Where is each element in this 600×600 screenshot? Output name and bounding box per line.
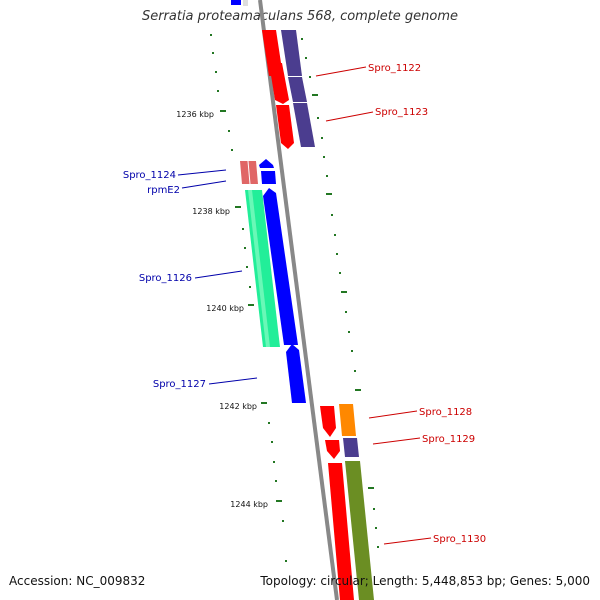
- gene-rpme2[interactable]: [259, 159, 276, 184]
- gene-label-spro-1126[interactable]: Spro_1126: [139, 273, 192, 284]
- leader-line: [181, 180, 227, 189]
- kbp-label: 1236 kbp: [176, 110, 214, 119]
- gene-blue-long[interactable]: [263, 188, 298, 345]
- leader-line: [194, 270, 243, 279]
- leader-line: [177, 169, 227, 176]
- leader-line: [208, 377, 258, 385]
- ruler-right: [301, 38, 379, 548]
- gene-label-spro-1129[interactable]: Spro_1129: [422, 434, 475, 445]
- gene-label-spro-1128[interactable]: Spro_1128: [419, 407, 472, 418]
- gene-label-rpme2[interactable]: rpmE2: [147, 185, 180, 196]
- genome-backbone: [258, 0, 339, 600]
- gene-spro-1127[interactable]: [286, 344, 306, 403]
- gene-block[interactable]: [243, 0, 248, 6]
- gene-block[interactable]: [231, 0, 241, 5]
- gene-spro-1122b[interactable]: [269, 63, 289, 104]
- gene-label-spro-1127[interactable]: Spro_1127: [153, 379, 206, 390]
- accession-text: Accession: NC_009832: [9, 574, 146, 588]
- leader-line: [368, 410, 418, 419]
- gene-spro-1126[interactable]: [245, 190, 280, 347]
- kbp-label: 1244 kbp: [230, 500, 268, 509]
- gene-spro-1128[interactable]: [320, 404, 356, 437]
- leader-line: [372, 437, 421, 445]
- gene-label-spro-1124[interactable]: Spro_1124: [123, 170, 176, 181]
- kbp-label: 1240 kbp: [206, 304, 244, 313]
- gene-spro-1123[interactable]: [276, 77, 315, 149]
- gene-label-spro-1122[interactable]: Spro_1122: [368, 63, 421, 74]
- gene-spro-1129[interactable]: [325, 438, 359, 459]
- genome-summary-text: Topology: circular; Length: 5,448,853 bp…: [260, 574, 590, 588]
- kbp-label: 1242 kbp: [219, 402, 257, 411]
- map-title: Serratia proteamaculans 568, complete ge…: [141, 9, 459, 24]
- gene-spro-1130[interactable]: [328, 461, 374, 600]
- leader-line: [315, 66, 367, 77]
- leader-line: [383, 537, 432, 545]
- leader-line: [325, 111, 374, 122]
- gene-label-spro-1123[interactable]: Spro_1123: [375, 107, 428, 118]
- gene-label-spro-1130[interactable]: Spro_1130: [433, 534, 486, 545]
- gene-spro-1124[interactable]: [240, 160, 258, 185]
- ruler-left: [210, 34, 287, 562]
- kbp-label: 1238 kbp: [192, 207, 230, 216]
